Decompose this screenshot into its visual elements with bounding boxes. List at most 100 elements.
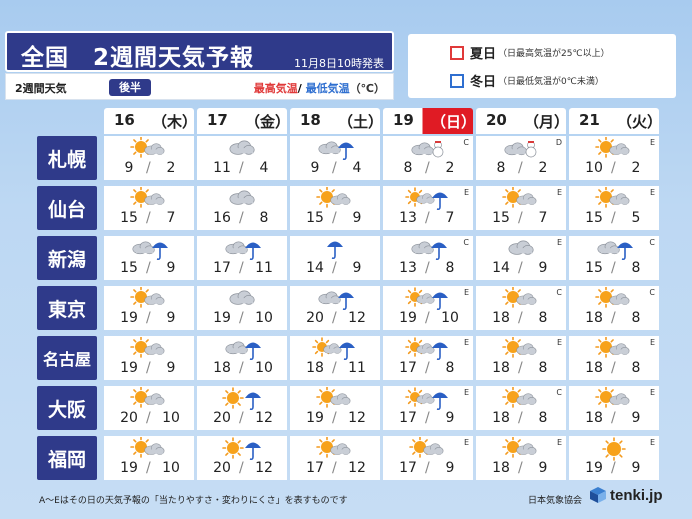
tenki-logo[interactable]: tenki.jp: [589, 486, 663, 504]
day-number: 16: [114, 111, 135, 129]
forecast-cell: 18 / 8 E: [569, 336, 659, 380]
legend-high-temp: 最高気温: [253, 82, 298, 95]
temp-separator: /: [425, 410, 430, 426]
reliability-grade: C: [649, 288, 655, 297]
forecast-cell: 9 / 4: [290, 136, 380, 180]
forecast-cell: 13 / 7 E: [383, 186, 473, 230]
temp-separator: /: [239, 260, 244, 276]
reliability-grade: E: [556, 338, 562, 347]
temp-separator: /: [425, 310, 430, 326]
high-temp: 13: [399, 210, 417, 226]
forecast-cell: 20 / 10: [104, 386, 194, 430]
low-temp: 12: [348, 460, 366, 476]
temp-separator: /: [239, 360, 244, 376]
sun-cloud-weather-icon: [595, 287, 630, 308]
forecast-cell: 17 / 9 E: [383, 436, 473, 480]
low-temp: 8: [631, 310, 641, 326]
low-temp: 9: [631, 460, 641, 476]
high-temp: 17: [213, 260, 231, 276]
organization-name: 日本気象協会: [528, 496, 583, 506]
city-label: 大阪: [37, 386, 97, 430]
legend-unit: （℃）: [349, 82, 385, 95]
reliability-grade: E: [556, 438, 562, 447]
temp-separator: /: [146, 460, 151, 476]
high-temp: 18: [213, 360, 231, 376]
high-temp: 20: [306, 310, 324, 326]
cloud-rain-weather-icon: [132, 241, 168, 261]
reliability-grade: C: [463, 138, 469, 147]
sun-cloud-weather-icon: [316, 187, 351, 208]
day-header-sunday: 19 （日）: [383, 108, 476, 134]
high-temp: 19: [120, 460, 138, 476]
low-temp: 7: [445, 210, 455, 226]
forecast-cell: 8 / 2 D: [476, 136, 566, 180]
period-badge: 後半: [109, 79, 151, 96]
high-temp: 10: [585, 160, 603, 176]
low-temp: 4: [352, 160, 362, 176]
low-temp: 10: [162, 410, 180, 426]
winter-day-note: （日最低気温が0℃未満）: [498, 77, 604, 87]
low-temp: 8: [538, 310, 548, 326]
low-temp: 2: [631, 160, 641, 176]
high-temp: 18: [492, 360, 510, 376]
cloud-weather-icon: [229, 140, 255, 155]
reliability-grade: E: [463, 438, 469, 447]
high-temp: 14: [306, 260, 324, 276]
issued-time: 11月8日10時発表: [294, 57, 384, 70]
low-temp: 10: [441, 310, 459, 326]
summer-day-note: （日最高気温が25℃以上）: [498, 49, 610, 59]
temp-separator: /: [332, 310, 337, 326]
low-temp: 7: [166, 210, 176, 226]
forecast-cell: 19 / 10: [197, 286, 287, 330]
forecast-cell: 18 / 8 C: [476, 386, 566, 430]
temp-separator: /: [146, 410, 151, 426]
temp-separator: /: [239, 160, 244, 176]
low-temp: 9: [538, 460, 548, 476]
forecast-cell: 15 / 8 C: [569, 236, 659, 280]
temp-separator: /: [518, 160, 523, 176]
sun-rain-weather-icon: [222, 437, 261, 461]
high-temp: 20: [213, 410, 231, 426]
high-temp: 14: [492, 260, 510, 276]
forecast-cell: 15 / 9: [290, 186, 380, 230]
forecast-cell: 16 / 8: [197, 186, 287, 230]
day-header: 20 （月）: [476, 108, 570, 134]
low-temp: 8: [259, 210, 269, 226]
reliability-grade: C: [556, 288, 562, 297]
high-temp: 8: [403, 160, 413, 176]
cloud-rain-weather-icon: [411, 241, 447, 261]
temp-separator: /: [611, 460, 616, 476]
cloud-snow-weather-icon: [411, 141, 444, 158]
low-temp: 10: [255, 360, 273, 376]
high-temp: 19: [399, 310, 417, 326]
day-header: 16 （木）: [104, 108, 197, 134]
forecast-cell: 17 / 9 E: [383, 386, 473, 430]
forecast-cell: 17 / 8 E: [383, 336, 473, 380]
low-temp: 8: [538, 410, 548, 426]
city-label: 新潟: [37, 236, 97, 280]
high-temp: 11: [213, 160, 231, 176]
high-temp: 8: [496, 160, 506, 176]
temp-separator: /: [425, 360, 430, 376]
temp-separator: /: [332, 460, 337, 476]
high-temp: 17: [399, 360, 417, 376]
temp-separator: /: [146, 210, 151, 226]
temp-separator: /: [425, 160, 430, 176]
cloud-weather-icon: [229, 290, 255, 305]
low-temp: 8: [445, 360, 455, 376]
temp-separator: /: [332, 160, 337, 176]
high-temp: 18: [492, 310, 510, 326]
temp-separator: /: [518, 360, 523, 376]
legend-separator: /: [297, 82, 302, 95]
temp-separator: /: [518, 310, 523, 326]
reliability-grade: C: [556, 388, 562, 397]
low-temp: 8: [538, 360, 548, 376]
day-type-legend: 夏日 （日最高気温が25℃以上） 冬日 （日最低気温が0℃未満）: [408, 34, 676, 98]
low-temp: 11: [255, 260, 273, 276]
reliability-grade: D: [555, 138, 562, 147]
forecast-cell: 18 / 8 E: [476, 336, 566, 380]
forecast-cell: 18 / 8 C: [569, 286, 659, 330]
day-name: （月）: [524, 113, 570, 131]
temp-separator: /: [239, 410, 244, 426]
winter-day-square-icon: [450, 73, 464, 88]
